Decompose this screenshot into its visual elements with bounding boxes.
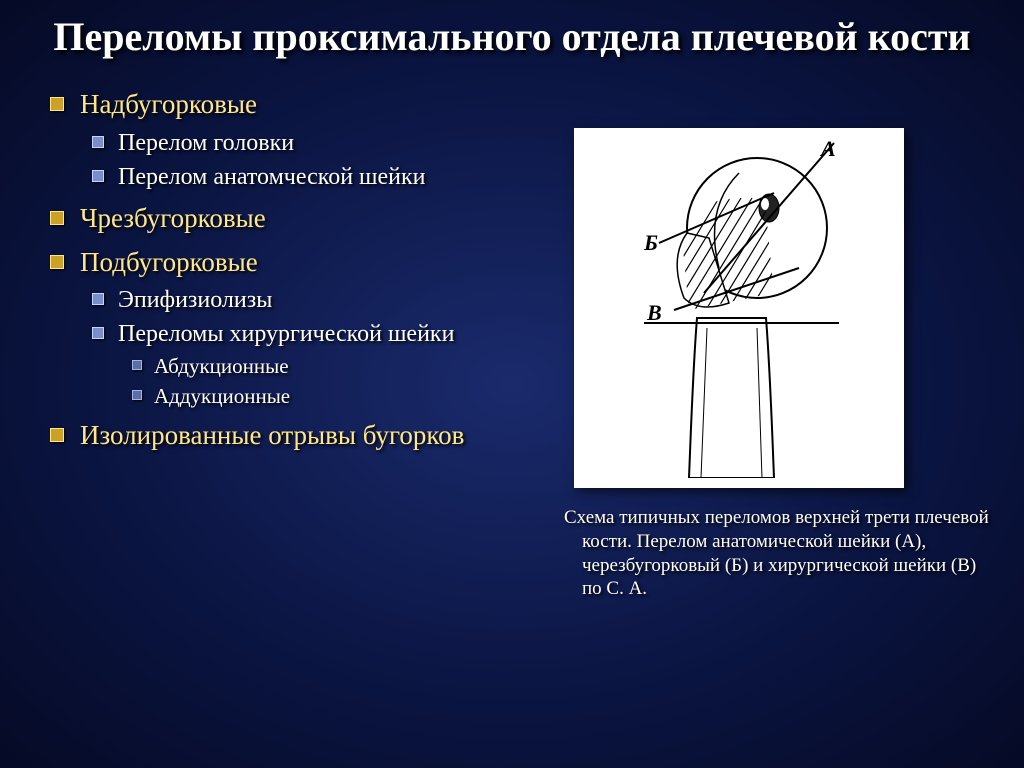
list-item-label: Изолированные отрывы бугорков	[80, 419, 464, 453]
list-item: Переломы хирургической шейки Абдукционные…	[92, 319, 544, 409]
bullet-icon	[92, 170, 104, 182]
list-item-row: Аддукционные	[132, 383, 544, 409]
list-item-label: Подбугорковые	[80, 246, 258, 280]
bone-diagram: А Б В	[574, 128, 904, 488]
list-item-label: Эпифизиолизы	[118, 285, 272, 315]
bullet-icon	[92, 293, 104, 305]
list-item: Перелом головки	[92, 128, 544, 158]
list-item-row: Переломы хирургической шейки	[92, 319, 544, 349]
list-level-2: Эпифизиолизы Переломы хирургической шейки…	[92, 285, 544, 409]
bullet-icon	[50, 428, 64, 442]
list-item: Эпифизиолизы	[92, 285, 544, 315]
outline-list: Надбугорковые Перелом головки Перелом анат…	[50, 88, 544, 453]
list-item-row: Чрезбугорковые	[50, 202, 544, 236]
svg-text:В: В	[646, 300, 662, 325]
list-item-row: Надбугорковые	[50, 88, 544, 122]
list-item-label: Переломы хирургической шейки	[118, 319, 454, 349]
list-item-row: Эпифизиолизы	[92, 285, 544, 315]
image-column: А Б В Схема типичных переломов верхней тре…	[544, 88, 994, 601]
list-item-label: Аддукционные	[154, 383, 290, 409]
list-item-row: Перелом анатомческой шейки	[92, 162, 544, 192]
list-item: Аддукционные	[132, 383, 544, 409]
list-item-row: Абдукционные	[132, 353, 544, 379]
list-item: Чрезбугорковые	[50, 202, 544, 236]
slide-title: Переломы проксимального отдела плечевой …	[0, 0, 1024, 70]
svg-text:А: А	[819, 138, 836, 161]
bullet-icon	[132, 360, 142, 370]
bullet-icon	[50, 211, 64, 225]
bullet-icon	[132, 390, 142, 400]
list-item-label: Надбугорковые	[80, 88, 257, 122]
list-item-label: Чрезбугорковые	[80, 202, 266, 236]
bullet-icon	[92, 327, 104, 339]
bullet-icon	[92, 136, 104, 148]
diagram-caption: Схема типичных переломов верхней трети п…	[574, 506, 994, 601]
list-item-label: Абдукционные	[154, 353, 289, 379]
svg-text:Б: Б	[643, 230, 658, 255]
list-level-3: Абдукционные Аддукционные	[132, 353, 544, 409]
bullet-icon	[50, 97, 64, 111]
list-item: Подбугорковые Эпифизиолизы Переломы хирург…	[50, 246, 544, 409]
list-level-2: Перелом головки Перелом анатомческой шейк…	[92, 128, 544, 192]
bone-svg: А Б В	[589, 138, 889, 478]
list-item-row: Изолированные отрывы бугорков	[50, 419, 544, 453]
list-item: Надбугорковые Перелом головки Перелом анат…	[50, 88, 544, 192]
list-item-row: Подбугорковые	[50, 246, 544, 280]
list-column: Надбугорковые Перелом головки Перелом анат…	[50, 88, 544, 601]
list-item: Перелом анатомческой шейки	[92, 162, 544, 192]
list-item-row: Перелом головки	[92, 128, 544, 158]
bullet-icon	[50, 255, 64, 269]
list-item-label: Перелом головки	[118, 128, 294, 158]
list-item: Изолированные отрывы бугорков	[50, 419, 544, 453]
content-area: Надбугорковые Перелом головки Перелом анат…	[0, 70, 1024, 601]
list-item-label: Перелом анатомческой шейки	[118, 162, 426, 192]
list-item: Абдукционные	[132, 353, 544, 379]
